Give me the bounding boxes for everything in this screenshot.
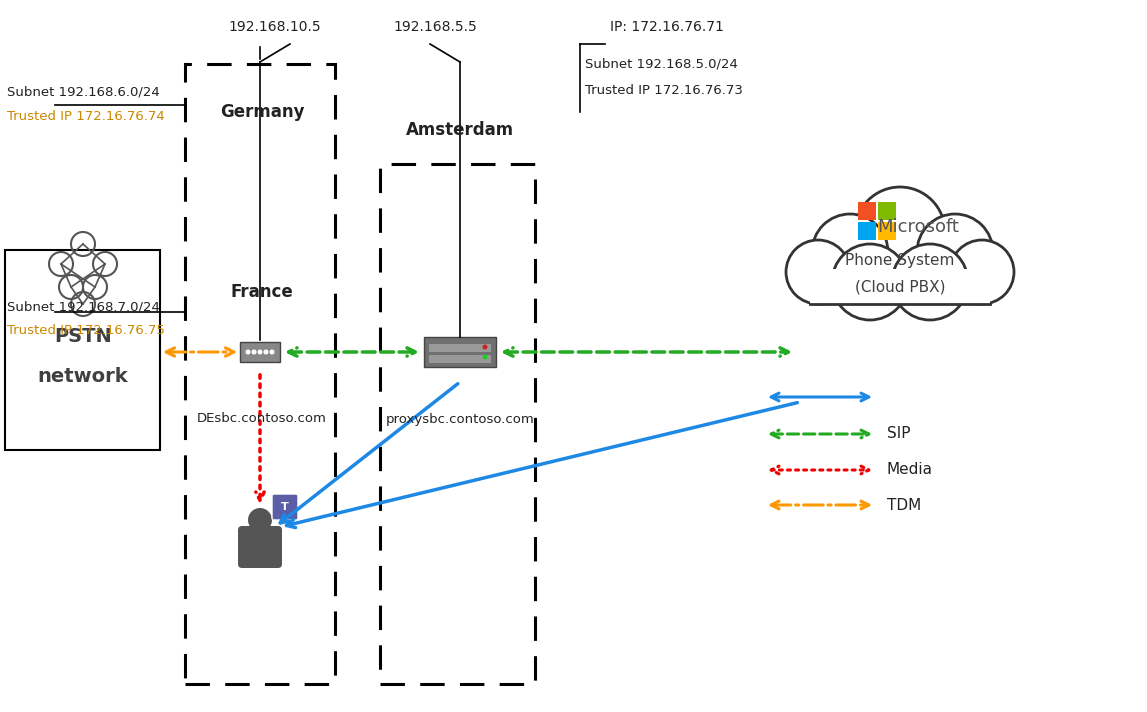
FancyBboxPatch shape [858,222,876,240]
Text: PSTN: PSTN [54,328,112,347]
FancyBboxPatch shape [429,344,491,352]
Text: Phone System: Phone System [845,253,954,268]
Text: Trusted IP 172.16.76.74: Trusted IP 172.16.76.74 [7,110,165,123]
Text: Subnet 192.168.7.0/24: Subnet 192.168.7.0/24 [7,300,159,313]
Text: 192.168.5.5: 192.168.5.5 [393,20,477,34]
Text: (Cloud PBX): (Cloud PBX) [855,280,945,295]
Text: TDM: TDM [887,498,921,513]
FancyBboxPatch shape [237,526,282,568]
Circle shape [832,244,908,320]
Circle shape [950,240,1014,304]
Circle shape [812,214,888,290]
Text: proxysbc.contoso.com: proxysbc.contoso.com [385,412,535,426]
Circle shape [264,350,267,354]
Text: Trusted IP 172.16.76.75: Trusted IP 172.16.76.75 [7,323,165,337]
Text: Microsoft: Microsoft [877,218,959,236]
Text: DEsbc.contoso.com: DEsbc.contoso.com [197,412,327,426]
Circle shape [252,350,256,354]
Text: Trusted IP 172.16.76.73: Trusted IP 172.16.76.73 [585,83,743,97]
Circle shape [248,508,272,532]
Text: Media: Media [887,463,933,478]
Circle shape [258,350,262,354]
Text: France: France [231,283,294,301]
FancyBboxPatch shape [272,494,298,520]
FancyBboxPatch shape [424,337,496,367]
FancyBboxPatch shape [5,250,159,450]
FancyBboxPatch shape [810,269,990,304]
Text: Subnet 192.168.5.0/24: Subnet 192.168.5.0/24 [585,58,738,70]
Circle shape [855,187,945,277]
Text: IP: 172.16.76.71: IP: 172.16.76.71 [610,20,724,34]
Text: SIP: SIP [887,426,911,441]
Text: Subnet 192.168.6.0/24: Subnet 192.168.6.0/24 [7,85,159,98]
FancyBboxPatch shape [240,342,280,362]
Circle shape [786,240,850,304]
Circle shape [916,214,993,290]
Circle shape [271,350,274,354]
Circle shape [483,345,487,350]
Text: Germany: Germany [220,103,304,121]
FancyBboxPatch shape [877,222,896,240]
Circle shape [247,350,250,354]
Text: network: network [38,367,128,387]
FancyBboxPatch shape [810,269,990,304]
Text: T: T [281,502,289,512]
FancyBboxPatch shape [858,202,876,220]
Text: Amsterdam: Amsterdam [406,121,514,139]
Circle shape [892,244,968,320]
FancyBboxPatch shape [877,202,896,220]
Text: 192.168.10.5: 192.168.10.5 [228,20,321,34]
Circle shape [483,355,487,360]
FancyBboxPatch shape [429,355,491,363]
